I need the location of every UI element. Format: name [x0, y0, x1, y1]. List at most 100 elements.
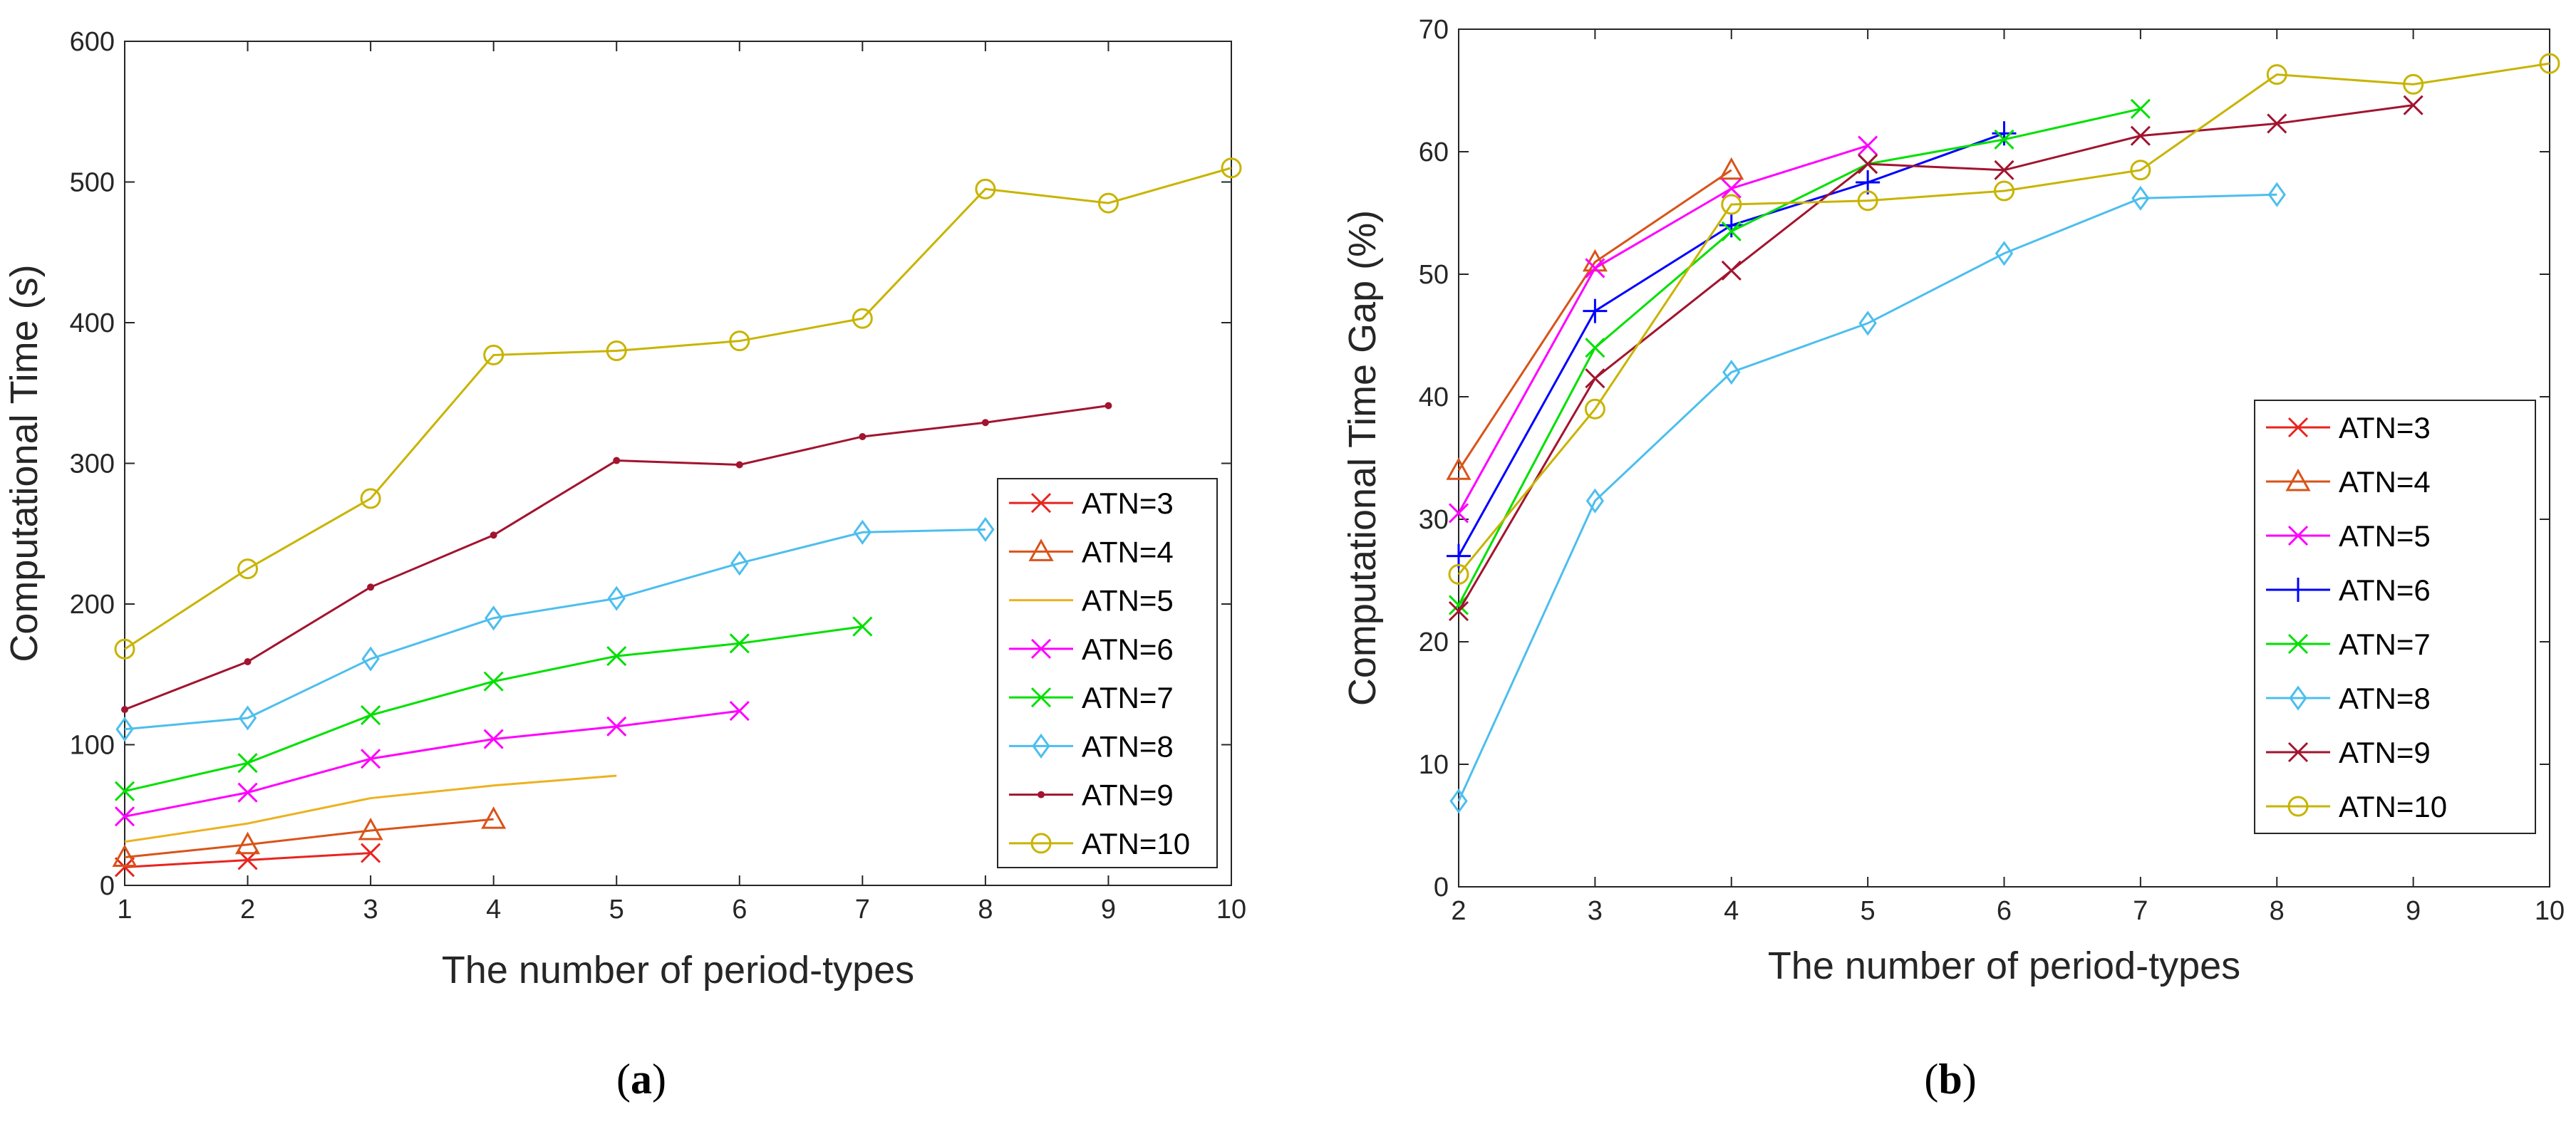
data-point [1721, 178, 1742, 199]
series-atn-3 [114, 843, 381, 878]
series-line [1457, 193, 2277, 802]
data-point [360, 488, 381, 509]
data-point [115, 717, 134, 742]
series-atn-6 [114, 701, 750, 827]
data-point [1586, 488, 1605, 514]
data-point [2131, 185, 2150, 211]
data-point [1584, 398, 1605, 420]
data-point [2130, 125, 2151, 146]
data-point [483, 729, 504, 749]
x-axis-label: The number of period-types [1768, 945, 2240, 987]
x-tick-label: 6 [1997, 896, 2012, 926]
x-axis-label: The number of period-types [442, 949, 914, 992]
series-line [1457, 62, 2550, 576]
data-point [1722, 360, 1741, 385]
x-tick-label: 5 [1861, 896, 1876, 926]
series-atn-8 [1449, 182, 2286, 814]
caption-letter: a [631, 1056, 652, 1103]
y-tick-label: 400 [70, 308, 115, 338]
data-point [114, 857, 135, 878]
series-line [1457, 108, 2141, 606]
legend-label: ATN=5 [1082, 584, 1174, 618]
legend-entry: ATN=8 [2266, 682, 2431, 715]
legend-entry: ATN=10 [1009, 827, 1190, 860]
series-atn-9 [121, 402, 1112, 714]
data-point [361, 749, 381, 769]
data-point [1858, 154, 1878, 175]
data-point [606, 716, 627, 737]
y-tick-label: 60 [1419, 137, 1449, 167]
series-line [124, 167, 1232, 650]
data-point [1995, 241, 2014, 266]
series-line [124, 709, 740, 818]
legend-label: ATN=9 [1082, 779, 1174, 812]
x-tick-label: 4 [486, 895, 501, 925]
legend-label: ATN=9 [2339, 736, 2431, 769]
data-point [2130, 98, 2151, 119]
data-point [1994, 180, 2014, 202]
legend: ATN=3 ATN=4 ATN=5 ATN=6 ATN=7 ATN=8 ATN=9 ATN=1… [2254, 400, 2536, 834]
y-tick-label: 200 [70, 590, 115, 620]
data-point [2130, 160, 2151, 181]
y-axis-label: Computational Time Gap (%) [1341, 210, 1384, 706]
data-point [1721, 260, 1742, 281]
data-point [606, 646, 627, 667]
data-point [244, 657, 252, 665]
data-point [606, 340, 627, 361]
data-point [975, 178, 996, 199]
data-point [237, 753, 258, 774]
legend-label: ATN=5 [2339, 519, 2431, 553]
data-point [361, 704, 381, 726]
series-atn-7 [1448, 98, 2151, 615]
y-tick-label: 20 [1419, 628, 1449, 657]
series-atn-10 [114, 157, 1242, 660]
legend-marker [1030, 687, 1052, 708]
x-tick-label: 10 [2535, 896, 2565, 926]
legend-label: ATN=10 [2339, 790, 2447, 823]
x-tick-label: 3 [1588, 896, 1603, 926]
data-point [1719, 213, 1744, 238]
legend-marker [2289, 685, 2307, 711]
legend-entry: ATN=5 [1009, 584, 1174, 618]
series-atn-4 [112, 806, 507, 867]
data-point [114, 781, 135, 801]
legend-label: ATN=3 [1082, 486, 1174, 520]
legend-label: ATN=3 [2339, 411, 2431, 444]
series-line [124, 625, 863, 793]
caption-open: ( [616, 1056, 631, 1103]
data-point [114, 806, 135, 827]
x-tick-label: 8 [2270, 896, 2285, 926]
legend-label: ATN=10 [1082, 827, 1190, 860]
y-tick-label: 0 [100, 871, 115, 901]
data-point [1721, 194, 1742, 215]
x-tick-label: 3 [363, 895, 378, 925]
legend-label: ATN=7 [1082, 681, 1174, 714]
y-tick-label: 10 [1419, 750, 1449, 780]
data-point [112, 844, 138, 867]
data-point [729, 633, 750, 654]
y-tick-label: 50 [1419, 260, 1449, 290]
legend-entry: ATN=3 [2266, 411, 2431, 444]
x-tick-label: 9 [1101, 895, 1116, 925]
series-atn-7 [114, 616, 873, 801]
data-point [1721, 221, 1742, 241]
y-tick-label: 500 [70, 168, 115, 198]
y-tick-label: 600 [70, 27, 115, 57]
x-tick-label: 7 [2133, 896, 2148, 926]
data-point [490, 531, 497, 539]
data-point [613, 457, 621, 464]
x-tick-label: 8 [978, 895, 993, 925]
legend-marker [1030, 833, 1052, 854]
data-point [1448, 563, 1469, 585]
data-point [1585, 338, 1605, 358]
data-point [121, 706, 128, 714]
legend-label: ATN=8 [2339, 682, 2431, 715]
data-point [358, 817, 383, 841]
legend-marker [2286, 578, 2310, 602]
data-point [852, 308, 873, 329]
figure-caption: (b) [1924, 1056, 1976, 1103]
data-point [2267, 182, 2286, 207]
data-point [237, 782, 258, 803]
data-point [2266, 64, 2287, 85]
data-point [607, 586, 626, 611]
